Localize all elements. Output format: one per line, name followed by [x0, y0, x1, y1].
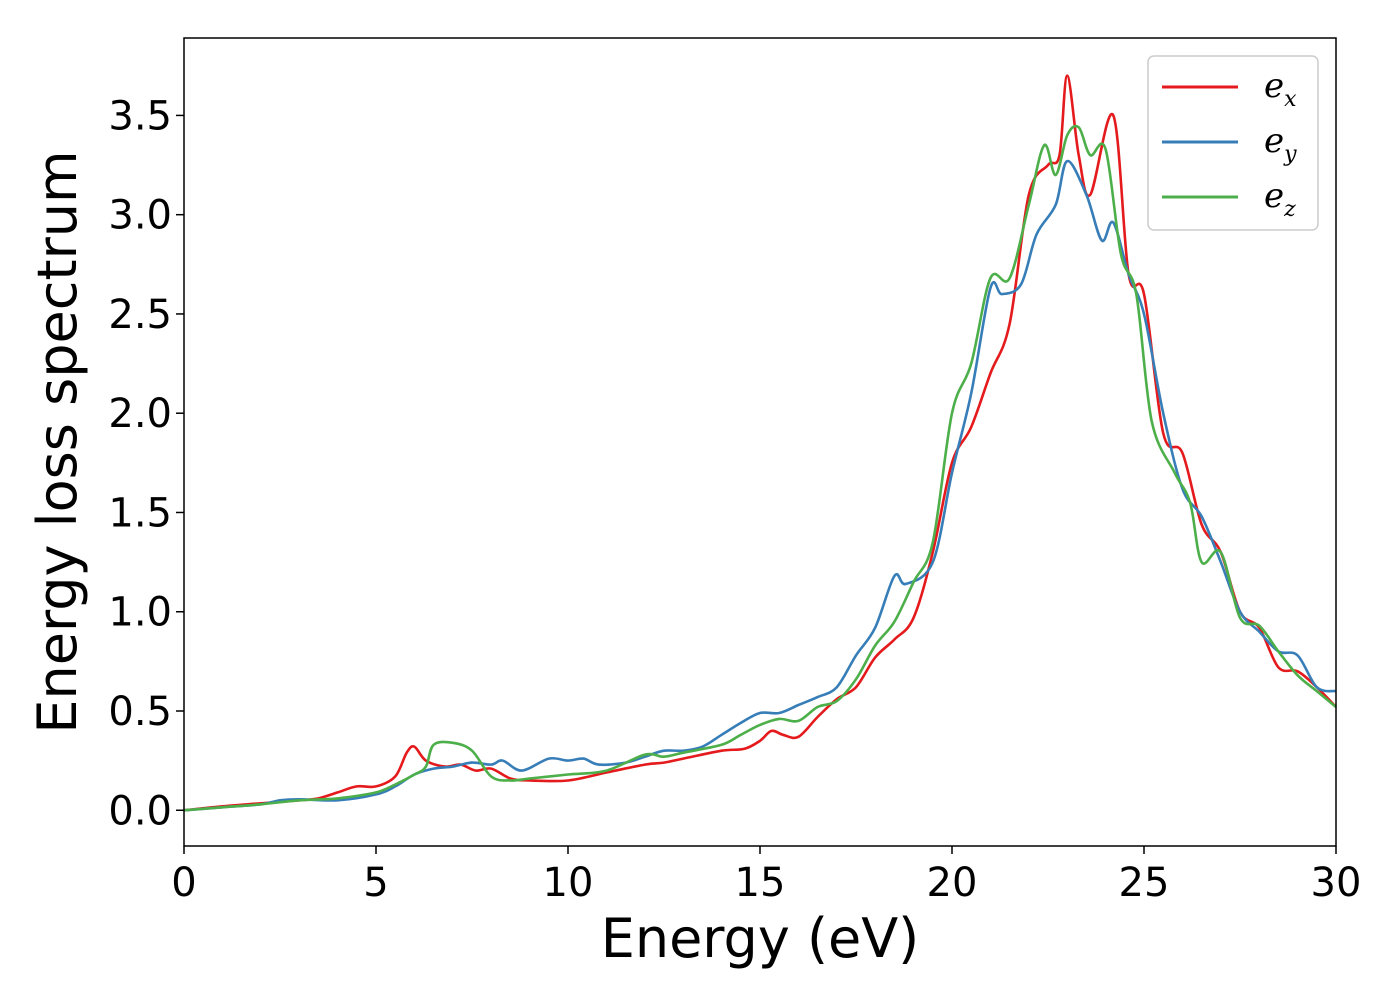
y-tick-label: 2.0 [108, 391, 172, 437]
x-tick-label: 5 [363, 860, 388, 906]
x-tick-label: 25 [1119, 860, 1170, 906]
series-line-ey [183, 159, 1337, 812]
y-tick-label: 0.0 [108, 788, 172, 834]
y-tick-label: 3.5 [108, 93, 172, 139]
series-line-ez [183, 124, 1337, 812]
y-axis-label: Energy loss spectrum [26, 150, 89, 733]
x-tick-label: 30 [1311, 860, 1362, 906]
y-tick-label: 1.0 [108, 590, 172, 636]
y-tick-label: 3.0 [108, 193, 172, 239]
x-tick-label: 0 [171, 860, 196, 906]
x-axis-label: Energy (eV) [601, 907, 920, 970]
x-tick-label: 10 [543, 860, 594, 906]
y-tick-label: 2.5 [108, 292, 172, 338]
y-tick-label: 1.5 [108, 490, 172, 536]
y-axis: 0.0 0.5 1.0 1.5 2.0 2.5 3.0 3.5 [108, 93, 184, 834]
y-tick-label: 0.5 [108, 689, 172, 735]
x-tick-label: 15 [735, 860, 786, 906]
x-axis: 0 5 10 15 20 25 30 [171, 846, 1361, 906]
x-tick-label: 20 [927, 860, 978, 906]
series-layer [183, 74, 1337, 812]
